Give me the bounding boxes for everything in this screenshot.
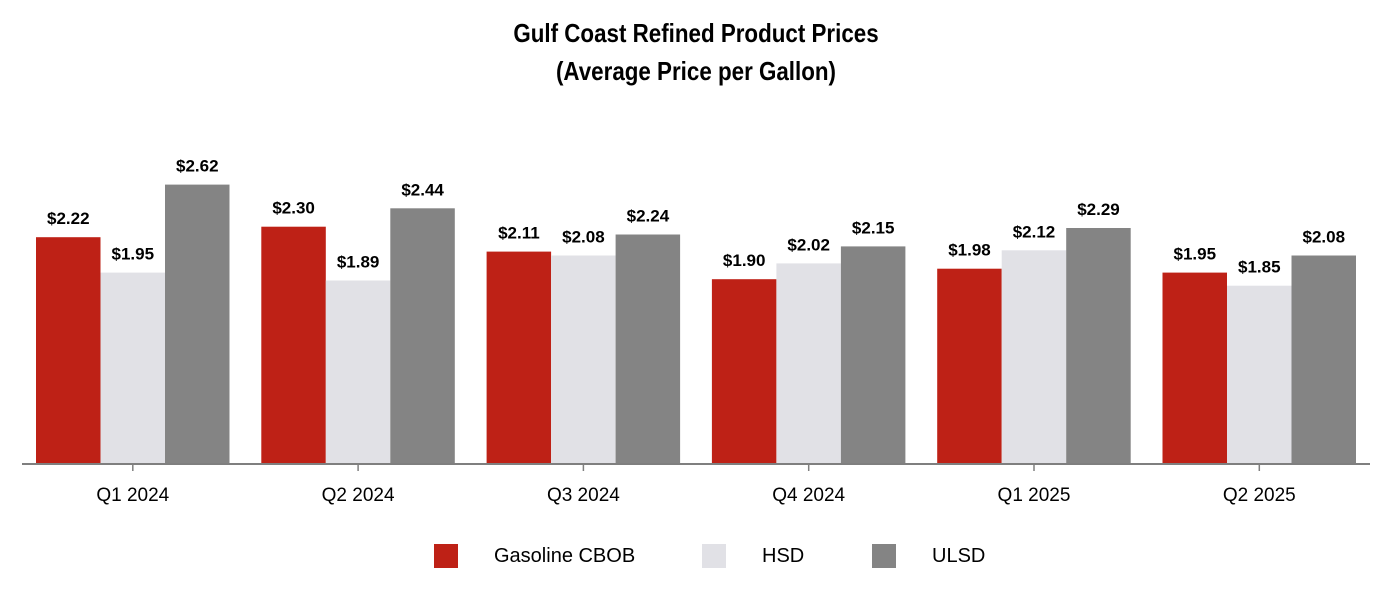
legend-label: HSD: [762, 544, 805, 567]
bar-hsd-q1-2025: [1001, 250, 1067, 463]
data-label: $2.08: [1303, 228, 1346, 247]
data-label: $1.95: [112, 245, 155, 264]
bar-hsd-q4-2024: [776, 263, 841, 463]
x-tick-label: Q3 2024: [547, 485, 620, 506]
data-label: $2.12: [1013, 222, 1056, 241]
data-label: $2.08: [562, 228, 605, 247]
x-tick-label: Q2 2024: [322, 485, 395, 506]
data-label: $2.29: [1077, 200, 1120, 219]
data-label: $1.95: [1174, 245, 1217, 264]
data-label: $2.15: [852, 218, 895, 237]
bar-gasoline-cbob-q2-2024: [261, 226, 326, 463]
bar-ulsd-q4-2024: [840, 246, 906, 463]
legend-swatch: [872, 544, 896, 568]
legend-item-ulsd: ULSD: [872, 543, 985, 569]
legend-item-gasoline-cbob: Gasoline CBOB: [434, 543, 635, 569]
x-tick-label: Q1 2024: [96, 485, 169, 506]
data-label: $2.02: [787, 235, 830, 254]
legend-item-hsd: HSD: [702, 543, 804, 569]
legend-label: Gasoline CBOB: [494, 544, 636, 567]
bar-ulsd-q2-2025: [1291, 255, 1356, 463]
data-label: $1.85: [1238, 258, 1281, 277]
bar-gasoline-cbob-q3-2024: [486, 251, 552, 463]
chart-title: Gulf Coast Refined Product Prices (Avera…: [97, 14, 1294, 90]
legend-swatch: [434, 544, 458, 568]
bar-ulsd-q3-2024: [615, 234, 681, 463]
chart-title-main: Gulf Coast Refined Product Prices: [513, 18, 879, 48]
legend-swatch: [702, 544, 726, 568]
data-label: $2.30: [272, 199, 315, 218]
bar-gasoline-cbob-q1-2025: [937, 268, 1002, 463]
data-label: $1.90: [723, 251, 766, 270]
legend-label: ULSD: [932, 544, 986, 567]
bar-ulsd-q1-2024: [165, 184, 230, 463]
data-label: $2.22: [47, 209, 90, 228]
bar-hsd-q3-2024: [551, 255, 616, 463]
data-label: $2.44: [401, 180, 444, 199]
x-tick-label: Q4 2024: [772, 485, 845, 506]
bar-hsd-q2-2025: [1227, 285, 1292, 463]
bar-ulsd-q1-2025: [1066, 228, 1131, 463]
bar-gasoline-cbob-q4-2024: [711, 279, 777, 463]
bar-gasoline-cbob-q2-2025: [1162, 272, 1227, 463]
x-tick-label: Q1 2025: [998, 485, 1071, 506]
x-tick-label: Q2 2025: [1223, 485, 1296, 506]
bar-ulsd-q2-2024: [390, 208, 455, 463]
bar-hsd-q1-2024: [100, 272, 165, 463]
bar-gasoline-cbob-q1-2024: [36, 237, 101, 463]
data-label: $1.89: [337, 253, 380, 272]
data-label: $2.62: [176, 157, 219, 176]
data-label: $2.24: [627, 207, 670, 226]
chart-subtitle: (Average Price per Gallon): [555, 56, 837, 86]
chart-legend: Gasoline CBOB HSD ULSD: [0, 543, 1392, 569]
data-label: $1.98: [948, 241, 991, 260]
bar-hsd-q2-2024: [325, 280, 391, 463]
data-label: $2.11: [498, 224, 540, 243]
